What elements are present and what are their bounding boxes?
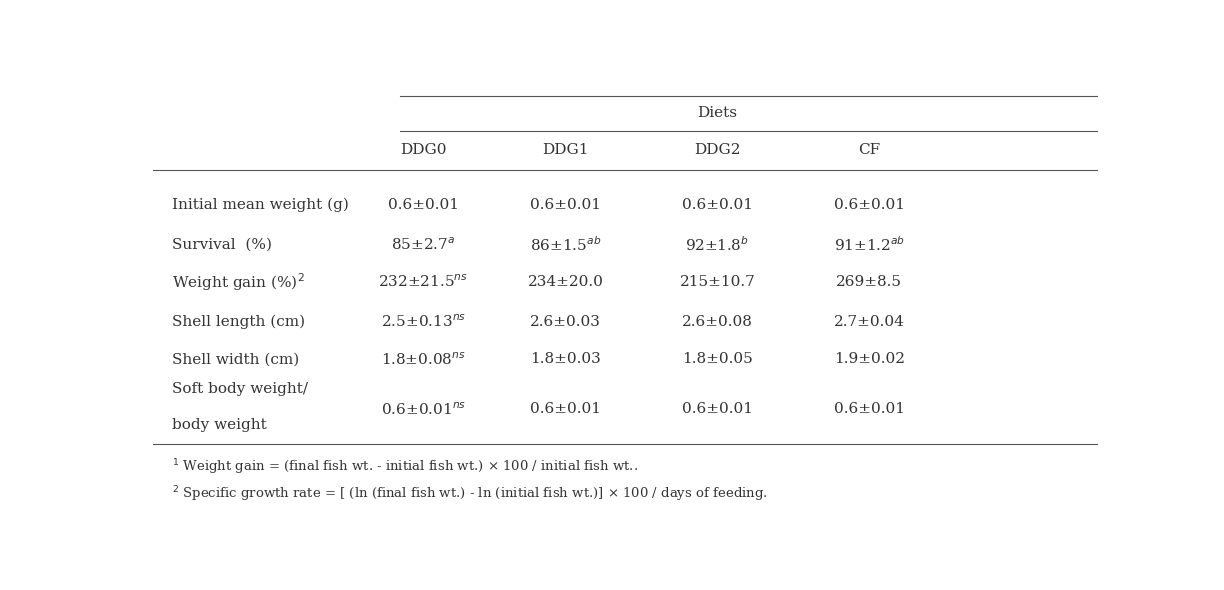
Text: 2.6±0.08: 2.6±0.08 [682, 315, 753, 329]
Text: body weight: body weight [171, 418, 267, 432]
Text: Shell length (cm): Shell length (cm) [171, 315, 305, 329]
Text: 0.6±0.01: 0.6±0.01 [530, 402, 601, 417]
Text: Weight gain (%)$^2$: Weight gain (%)$^2$ [171, 271, 305, 293]
Text: 0.6±0.01: 0.6±0.01 [388, 198, 459, 212]
Text: 234±20.0: 234±20.0 [528, 275, 603, 289]
Text: 0.6±0.01: 0.6±0.01 [530, 198, 601, 212]
Text: 0.6±0.01$^{ns}$: 0.6±0.01$^{ns}$ [381, 401, 466, 418]
Text: 92±1.8$^b$: 92±1.8$^b$ [685, 235, 749, 254]
Text: 86±1.5$^{ab}$: 86±1.5$^{ab}$ [530, 235, 601, 254]
Text: 0.6±0.01: 0.6±0.01 [682, 402, 753, 417]
Text: 1.8±0.05: 1.8±0.05 [682, 352, 753, 366]
Text: 215±10.7: 215±10.7 [679, 275, 755, 289]
Text: DDG1: DDG1 [542, 143, 589, 158]
Text: $^1$ Weight gain = (final fish wt. - initial fish wt.) × 100 / initial fish wt..: $^1$ Weight gain = (final fish wt. - ini… [171, 457, 638, 477]
Text: 2.6±0.03: 2.6±0.03 [530, 315, 601, 329]
Text: DDG2: DDG2 [694, 143, 741, 158]
Text: 232±21.5$^{ns}$: 232±21.5$^{ns}$ [378, 274, 469, 290]
Text: 0.6±0.01: 0.6±0.01 [834, 402, 905, 417]
Text: 269±8.5: 269±8.5 [836, 275, 902, 289]
Text: 0.6±0.01: 0.6±0.01 [682, 198, 753, 212]
Text: DDG0: DDG0 [400, 143, 447, 158]
Text: Survival  (%): Survival (%) [171, 237, 272, 251]
Text: 0.6±0.01: 0.6±0.01 [834, 198, 905, 212]
Text: 1.8±0.08$^{ns}$: 1.8±0.08$^{ns}$ [381, 351, 465, 368]
Text: Diets: Diets [698, 106, 737, 120]
Text: 1.9±0.02: 1.9±0.02 [834, 352, 905, 366]
Text: 2.5±0.13$^{ns}$: 2.5±0.13$^{ns}$ [381, 314, 466, 330]
Text: $^2$ Specific growth rate = [ (ln (final fish wt.) - ln (initial fish wt.)] × 10: $^2$ Specific growth rate = [ (ln (final… [171, 484, 767, 504]
Text: 85±2.7$^a$: 85±2.7$^a$ [392, 236, 455, 253]
Text: Initial mean weight (g): Initial mean weight (g) [171, 198, 349, 212]
Text: 2.7±0.04: 2.7±0.04 [834, 315, 905, 329]
Text: 1.8±0.03: 1.8±0.03 [530, 352, 601, 366]
Text: Shell width (cm): Shell width (cm) [171, 352, 299, 366]
Text: Soft body weight/: Soft body weight/ [171, 382, 308, 396]
Text: CF: CF [858, 143, 880, 158]
Text: 91±1.2$^{ab}$: 91±1.2$^{ab}$ [834, 235, 905, 254]
